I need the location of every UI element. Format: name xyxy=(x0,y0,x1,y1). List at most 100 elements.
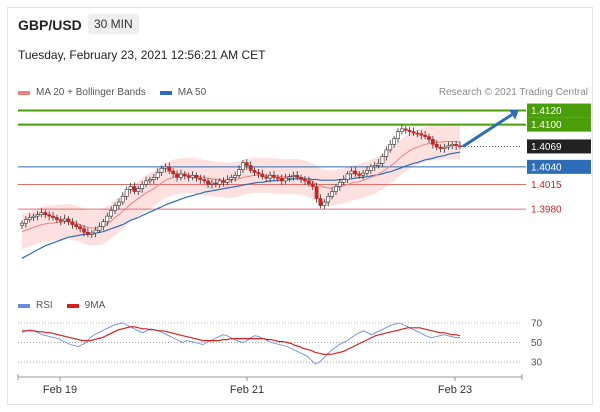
candle xyxy=(210,182,214,185)
level-label-1.3980: 1.3980 xyxy=(531,205,562,216)
rsi-tick-label: 50 xyxy=(531,338,543,349)
candle xyxy=(31,215,36,218)
candle xyxy=(334,186,338,192)
ma50-swatch-icon xyxy=(159,90,172,95)
x-tick-label: Feb 21 xyxy=(230,384,264,396)
level-label-1.4069: 1.4069 xyxy=(531,142,562,153)
candle xyxy=(128,186,133,190)
candle xyxy=(186,175,191,178)
ma20-line xyxy=(21,141,461,233)
legend-ma20-label: MA 20 + Bollinger Bands xyxy=(36,87,146,98)
candle xyxy=(392,138,397,145)
candle xyxy=(144,180,148,185)
candle xyxy=(372,165,377,168)
candle xyxy=(450,144,455,147)
candle xyxy=(217,180,222,185)
candle xyxy=(66,218,71,223)
candle xyxy=(148,179,152,182)
candle xyxy=(306,180,311,185)
candle xyxy=(376,163,381,166)
level-label-bg-1.4120 xyxy=(527,103,591,118)
candle xyxy=(330,191,334,197)
candle xyxy=(291,174,296,178)
candle xyxy=(310,183,315,187)
candle xyxy=(279,177,284,182)
candle xyxy=(337,182,342,187)
candle xyxy=(423,134,428,137)
candle xyxy=(237,169,241,176)
candle xyxy=(190,174,195,178)
candle xyxy=(213,182,218,185)
candle xyxy=(357,173,362,176)
chart-frame xyxy=(7,7,593,405)
candle xyxy=(388,144,393,151)
level-label-bg-1.4100 xyxy=(527,117,591,132)
candle xyxy=(430,139,435,145)
candle xyxy=(341,179,346,183)
candle xyxy=(446,145,451,148)
candle xyxy=(140,184,145,189)
candle xyxy=(124,189,129,197)
candle xyxy=(27,217,32,220)
rsi-legend: RSI 9MA xyxy=(18,300,119,311)
candle xyxy=(35,214,40,217)
ma9-swatch-icon xyxy=(66,303,79,308)
candle xyxy=(167,166,172,172)
candle xyxy=(241,162,245,170)
candle xyxy=(89,232,94,235)
candle xyxy=(295,174,300,178)
legend-rsi: RSI xyxy=(18,300,53,311)
candle xyxy=(74,224,79,227)
candle xyxy=(82,228,86,233)
candle xyxy=(105,215,110,223)
rsi-tick-label: 30 xyxy=(531,358,543,369)
timeframe-badge[interactable]: 30 MIN xyxy=(88,14,139,34)
candle xyxy=(272,174,276,178)
candle xyxy=(23,219,28,224)
candle xyxy=(434,144,439,148)
candle xyxy=(256,172,261,175)
candle xyxy=(233,174,238,178)
candle xyxy=(365,170,369,174)
candle xyxy=(78,226,83,230)
candle xyxy=(458,145,462,148)
candle xyxy=(171,170,176,175)
candle xyxy=(85,231,90,235)
candle xyxy=(206,180,210,185)
candle xyxy=(194,174,199,179)
candle xyxy=(411,131,416,134)
candle xyxy=(70,221,75,225)
candle xyxy=(198,177,203,180)
legend-ma50: MA 50 xyxy=(159,87,206,98)
candle xyxy=(244,162,249,166)
level-label-1.4040: 1.4040 xyxy=(531,162,562,173)
candle xyxy=(314,186,319,199)
level-label-1.4015: 1.4015 xyxy=(531,180,562,191)
candle xyxy=(349,170,354,175)
candle xyxy=(229,177,234,180)
candle xyxy=(384,149,389,157)
ma20-swatch-icon xyxy=(18,90,30,95)
candle xyxy=(182,173,187,177)
candle xyxy=(403,128,408,131)
candle xyxy=(442,146,447,149)
candle xyxy=(117,201,121,206)
rsi-series-RSI xyxy=(21,322,460,365)
candle xyxy=(287,176,292,179)
candle xyxy=(159,167,164,173)
candle xyxy=(299,177,303,180)
rsi-swatch-icon xyxy=(18,303,30,308)
candle xyxy=(202,179,207,182)
candle xyxy=(275,177,280,179)
candle xyxy=(101,221,106,227)
candle xyxy=(248,165,253,171)
candle xyxy=(407,129,412,132)
candle xyxy=(361,172,365,176)
candle xyxy=(454,144,459,147)
research-credit: Research © 2021 Trading Central xyxy=(438,87,588,98)
candle xyxy=(93,229,98,234)
candle xyxy=(175,173,179,178)
candle xyxy=(322,201,327,206)
candle xyxy=(225,179,230,183)
candle xyxy=(326,196,331,203)
